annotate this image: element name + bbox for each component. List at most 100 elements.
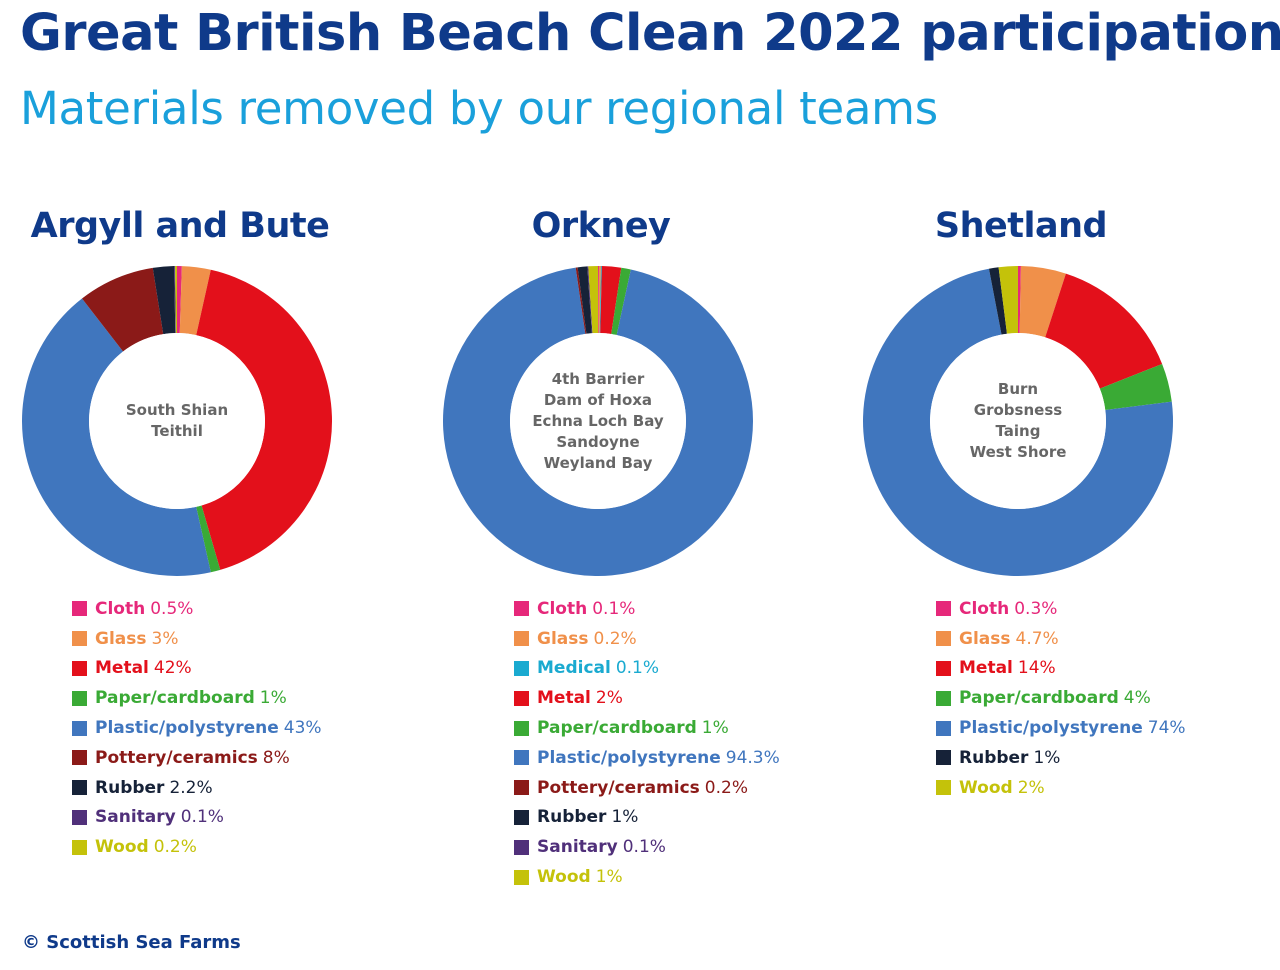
donut-slice-pottery-ceramics [575, 267, 587, 334]
legend-label: Rubber [537, 807, 607, 828]
legend-item-medical: Medical 0.1% [514, 654, 780, 684]
legend-item-glass: Glass 3% [72, 624, 322, 654]
legend-value: 0.1% [592, 598, 636, 619]
legend-swatch [514, 690, 529, 706]
legend-item-rubber: Rubber 1% [936, 743, 1186, 773]
site-list: Burn Grobsness Taing West Shore [863, 266, 1173, 576]
legend-value: 8% [262, 747, 290, 768]
donut-slice-cloth [177, 266, 182, 334]
legend-label: Paper/cardboard [95, 688, 255, 709]
legend-value: 0.2% [704, 777, 748, 798]
legend-value: 1% [701, 718, 729, 739]
legend-value: 4% [1123, 688, 1151, 709]
site-name: Burn [997, 380, 1039, 398]
legend-label: Rubber [959, 747, 1029, 768]
donut-slice-metal [1045, 273, 1163, 389]
legend-item-plastic-polystyrene: Plastic/polystyrene 94.3% [514, 743, 780, 773]
legend-value: 43% [283, 718, 322, 739]
donut-chart [443, 266, 753, 576]
legend-label: Paper/cardboard [537, 718, 697, 739]
legend-swatch [514, 660, 529, 676]
donut-slice-paper-cardboard [196, 505, 221, 573]
legend-value: 0.2% [153, 837, 197, 858]
legend-swatch [72, 660, 87, 676]
legend-item-plastic-polystyrene: Plastic/polystyrene 74% [936, 713, 1186, 743]
legend-swatch [514, 601, 529, 617]
legend-label: Wood [95, 837, 149, 858]
site-list: South Shian Teithil [22, 266, 332, 576]
chart-legend: Cloth 0.1% Glass 0.2% Medical 0.1% Metal 2% Pape… [514, 594, 780, 892]
legend-swatch [936, 631, 951, 647]
legend-swatch [514, 780, 529, 796]
legend-label: Sanitary [95, 807, 176, 828]
donut-chart [22, 266, 332, 576]
legend-swatch [514, 631, 529, 647]
region-title: Orkney [531, 206, 671, 246]
page-title: Great British Beach Clean 2022 participa… [20, 4, 1280, 63]
donut-slice-glass [179, 266, 211, 336]
legend-value: 0.2% [593, 628, 637, 649]
legend-item-metal: Metal 2% [514, 683, 780, 713]
legend-item-cloth: Cloth 0.5% [72, 594, 322, 624]
legend-label: Plastic/polystyrene [95, 718, 279, 739]
legend-label: Pottery/ceramics [95, 747, 258, 768]
site-name: 4th Barrier [551, 369, 645, 388]
donut-hole [510, 333, 686, 509]
donut-slice-rubber [152, 266, 176, 335]
legend-swatch [936, 690, 951, 706]
legend-swatch [72, 839, 87, 855]
legend-value: 1% [259, 688, 287, 709]
legend-value: 94.3% [725, 747, 780, 768]
legend-label: Medical [537, 658, 611, 679]
site-name: Sandoyne [556, 432, 640, 451]
donut-slice-paper-cardboard [611, 267, 631, 336]
legend-value: 3% [151, 628, 179, 649]
donut-slice-pottery-ceramics [81, 267, 164, 352]
donut-hole [89, 333, 265, 509]
legend-value: 1% [595, 867, 623, 888]
legend-swatch [72, 720, 87, 736]
legend-swatch [72, 780, 87, 796]
legend-item-sanitary: Sanitary 0.1% [72, 803, 322, 833]
legend-label: Glass [95, 628, 147, 649]
legend-swatch [514, 720, 529, 736]
site-list: 4th Barrier Dam of Hoxa Echna Loch Bay Sand… [443, 266, 753, 576]
legend-label: Pottery/ceramics [537, 777, 700, 798]
legend-item-rubber: Rubber 2.2% [72, 773, 322, 803]
legend-label: Metal [95, 658, 149, 679]
legend-label: Cloth [537, 598, 588, 619]
legend-label: Sanitary [537, 837, 618, 858]
donut-slice-wood [588, 266, 598, 334]
region-title: Shetland [934, 206, 1108, 246]
legend-label: Plastic/polystyrene [959, 718, 1143, 739]
donut-slice-plastic-polystyrene [443, 267, 753, 576]
page-subtitle: Materials removed by our regional teams [20, 82, 938, 135]
site-name: Teithil [151, 422, 203, 440]
legend-value: 0.1% [180, 807, 224, 828]
donut-slice-sanitary [587, 266, 593, 334]
chart-legend: Cloth 0.5% Glass 3% Metal 42% Paper/cardboard 1… [72, 594, 322, 862]
legend-swatch [936, 750, 951, 766]
legend-value: 0.1% [615, 658, 660, 679]
donut-slice-plastic-polystyrene [22, 298, 211, 576]
donut-slice-glass [1019, 266, 1066, 338]
donut-slice-wood [998, 266, 1018, 334]
donut-slice-cloth [598, 266, 599, 334]
legend-value: 0.3% [1014, 598, 1058, 619]
site-name: South Shian [125, 401, 229, 419]
legend-swatch [514, 869, 529, 885]
legend-item-pottery-ceramics: Pottery/ceramics 8% [72, 743, 322, 773]
legend-item-wood: Wood 2% [936, 773, 1186, 803]
legend-value: 2.2% [169, 777, 213, 798]
donut-slice-rubber [988, 267, 1007, 335]
legend-label: Metal [537, 688, 591, 709]
donut-slice-metal [196, 269, 332, 570]
legend-swatch [72, 690, 87, 706]
legend-value: 2% [1017, 777, 1045, 798]
legend-swatch [936, 601, 951, 617]
legend-swatch [936, 720, 951, 736]
donut-slice-glass [598, 266, 601, 334]
legend-label: Wood [537, 867, 591, 888]
legend-swatch [72, 631, 87, 647]
legend-value: 74% [1147, 718, 1186, 739]
